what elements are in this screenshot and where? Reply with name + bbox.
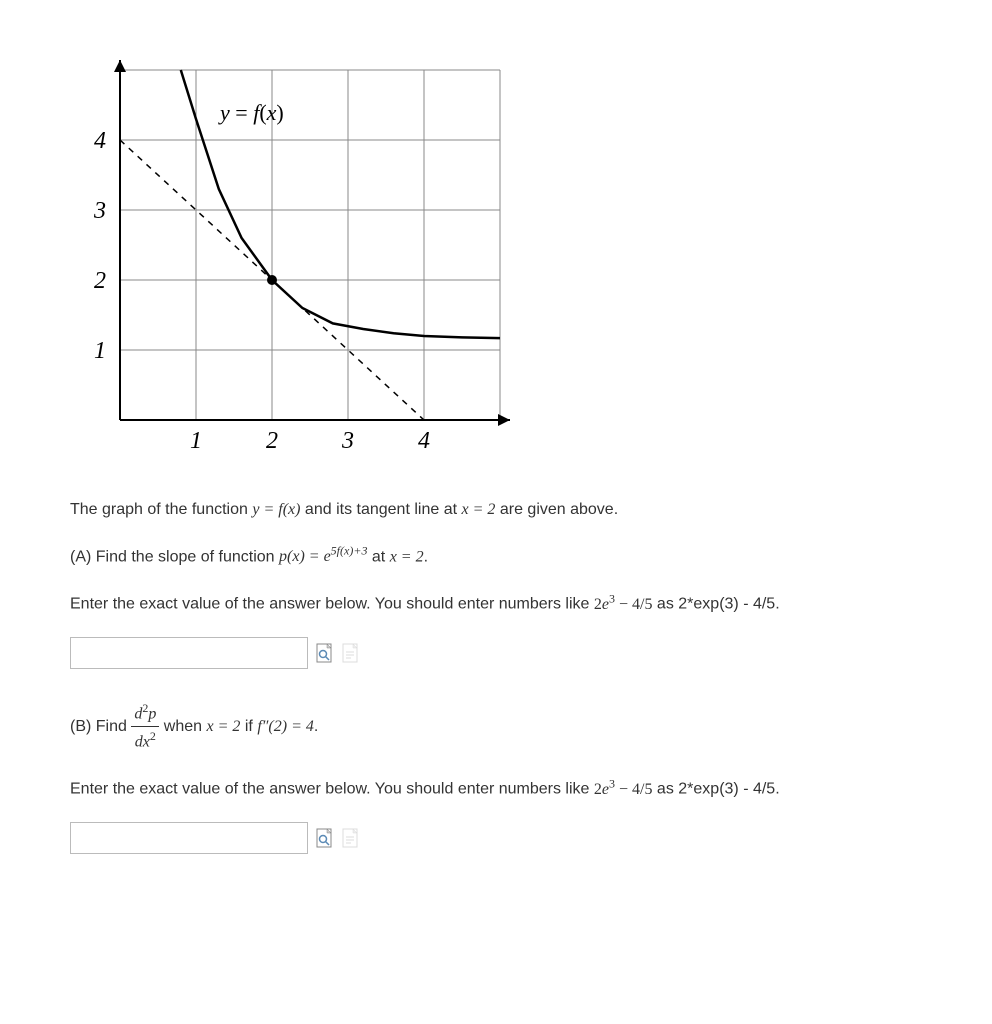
- help-icon[interactable]: [342, 827, 360, 849]
- answer-b-input[interactable]: [70, 822, 308, 854]
- intro-part-2: and its tangent line at: [305, 501, 462, 518]
- part-b-prompt: (B) Find d2p dx2 when x = 2 if f″(2) = 4…: [70, 699, 922, 755]
- svg-text:4: 4: [94, 128, 106, 154]
- part-b-text-1: (B) Find: [70, 718, 131, 735]
- preview-icon[interactable]: [316, 642, 334, 664]
- part-a-text-2: at: [372, 548, 390, 565]
- chart-region: 1 2 3 4 1 2 3 4 y = f(x): [70, 40, 922, 468]
- part-a-text-1: (A) Find the slope of function: [70, 548, 279, 565]
- example-text-b: as 2*exp(3) - 4/5.: [657, 781, 780, 798]
- answer-a-row: [70, 637, 922, 669]
- instruct-a-text: Enter the exact value of the answer belo…: [70, 596, 594, 613]
- part-a-text-3: .: [424, 548, 428, 565]
- svg-text:3: 3: [93, 198, 106, 224]
- svg-text:2: 2: [266, 428, 278, 454]
- intro-part-3: are given above.: [500, 501, 618, 518]
- svg-text:3: 3: [341, 428, 354, 454]
- instruct-b-text: Enter the exact value of the answer belo…: [70, 781, 594, 798]
- preview-icon[interactable]: [316, 827, 334, 849]
- svg-text:2: 2: [94, 268, 106, 294]
- eq-x-2-b: x = 2: [207, 718, 241, 735]
- part-b-text-2: when: [164, 718, 207, 735]
- example-text-a: as 2*exp(3) - 4/5.: [657, 596, 780, 613]
- eq-px: p(x) = e5f(x)+3: [279, 548, 367, 565]
- instruction-a: Enter the exact value of the answer belo…: [70, 589, 922, 616]
- frac-d2p-dx2: d2p dx2: [131, 699, 159, 755]
- example-math-a: 2e3 − 4/5: [594, 596, 653, 613]
- help-icon[interactable]: [342, 642, 360, 664]
- example-math-b: 2e3 − 4/5: [594, 781, 653, 798]
- eq-fpp: f″(2) = 4: [257, 718, 314, 735]
- intro-part-1: The graph of the function: [70, 501, 252, 518]
- answer-b-row: [70, 822, 922, 854]
- answer-a-input[interactable]: [70, 637, 308, 669]
- svg-text:y = f(x): y = f(x): [218, 100, 284, 125]
- function-graph: 1 2 3 4 1 2 3 4 y = f(x): [70, 40, 510, 460]
- svg-text:1: 1: [94, 338, 106, 364]
- eq-y-fx: y = f(x): [252, 501, 300, 518]
- intro-text: The graph of the function y = f(x) and i…: [70, 498, 922, 522]
- part-a-prompt: (A) Find the slope of function p(x) = e5…: [70, 542, 922, 569]
- part-b-text-3: if: [245, 718, 257, 735]
- eq-x-2-a: x = 2: [390, 548, 424, 565]
- svg-text:1: 1: [190, 428, 202, 454]
- instruction-b: Enter the exact value of the answer belo…: [70, 774, 922, 801]
- part-b-text-4: .: [314, 718, 318, 735]
- eq-x-2: x = 2: [461, 501, 495, 518]
- svg-text:4: 4: [418, 428, 430, 454]
